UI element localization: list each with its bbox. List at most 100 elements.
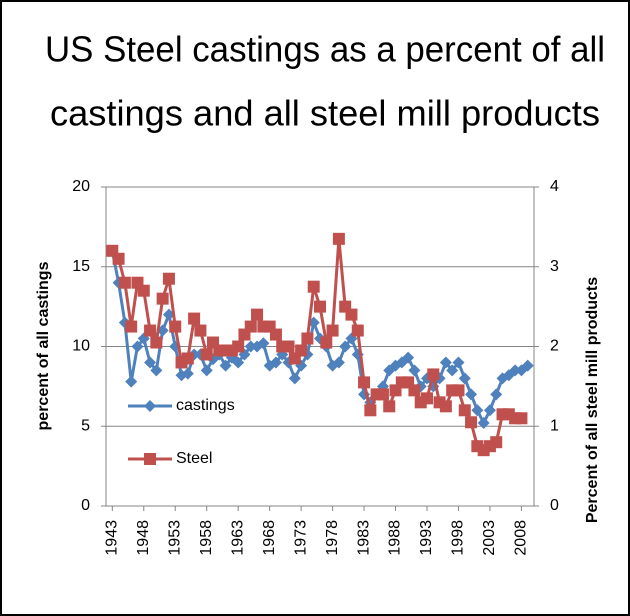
series-marker: [112, 252, 125, 265]
chart-title: US Steel castings as a percent of all: [45, 29, 605, 70]
series-marker: [282, 340, 295, 353]
series-marker: [181, 352, 194, 365]
legend-marker: [144, 400, 156, 412]
y2-tick-label: 2: [550, 338, 559, 355]
y-tick-label: 15: [72, 258, 90, 275]
series-marker: [465, 416, 478, 429]
series-marker: [137, 284, 150, 297]
x-tick-label: 1978: [324, 520, 341, 556]
x-tick-label: 2003: [481, 520, 498, 556]
series-marker: [232, 340, 245, 353]
y-tick-label: 10: [72, 338, 90, 355]
series-marker: [150, 336, 163, 349]
series-marker: [358, 376, 371, 389]
series-marker: [339, 340, 352, 353]
y2-tick-label: 1: [550, 417, 559, 434]
x-tick-label: 1988: [387, 520, 404, 556]
series-marker: [458, 372, 471, 385]
series-marker: [314, 300, 326, 313]
series-marker: [458, 404, 471, 417]
series-marker: [156, 292, 169, 305]
series-marker: [427, 368, 440, 381]
x-tick-label: 1983: [355, 520, 372, 556]
y2-axis-label: Percent of all steel mill products: [584, 277, 601, 523]
legend-label: castings: [176, 397, 235, 414]
series-marker: [301, 332, 314, 345]
series-marker: [408, 364, 421, 377]
series-marker: [351, 324, 364, 337]
series-marker: [219, 359, 232, 372]
series-marker: [118, 276, 131, 289]
series-marker: [181, 367, 194, 380]
y-tick-label: 5: [81, 417, 90, 434]
series-marker: [188, 312, 201, 325]
series-marker: [345, 308, 358, 321]
series-marker: [200, 348, 213, 361]
series-marker: [125, 375, 138, 388]
series-marker: [150, 364, 163, 377]
y-tick-label: 0: [81, 497, 90, 514]
series-marker: [251, 308, 264, 321]
series-marker: [131, 340, 144, 353]
series-marker: [162, 272, 175, 285]
series-marker: [483, 404, 496, 417]
series-marker: [144, 356, 157, 369]
series-marker: [515, 412, 528, 425]
series-marker: [144, 324, 157, 337]
series-marker: [125, 320, 138, 333]
series-marker: [364, 404, 377, 417]
x-tick-label: 2008: [513, 520, 530, 556]
x-tick-label: 1968: [261, 520, 278, 556]
series-marker: [332, 356, 345, 369]
series-marker: [169, 320, 182, 333]
x-tick-label: 1948: [135, 520, 152, 556]
series-marker: [244, 340, 257, 353]
series-marker: [490, 436, 503, 449]
x-tick-label: 1998: [450, 520, 467, 556]
series-marker: [269, 328, 282, 341]
series-marker: [106, 244, 119, 257]
x-tick-label: 1958: [198, 520, 215, 556]
x-tick-label: 1973: [292, 520, 309, 556]
series-marker: [446, 364, 459, 377]
series-marker: [194, 324, 207, 337]
legend-label: Steel: [176, 450, 212, 467]
series-marker: [502, 408, 515, 421]
series-marker: [269, 356, 282, 369]
series-marker: [402, 351, 415, 364]
series-marker: [408, 384, 421, 397]
series-marker: [477, 417, 490, 430]
x-tick-label: 1943: [104, 520, 121, 556]
series-marker: [509, 364, 522, 377]
x-tick-label: 1993: [418, 520, 435, 556]
x-tick-label: 1963: [229, 520, 246, 556]
series-marker: [490, 388, 503, 401]
series-marker: [452, 384, 465, 397]
series-marker: [465, 388, 478, 401]
series-marker: [307, 280, 320, 293]
series-marker: [288, 372, 301, 385]
y2-tick-label: 4: [550, 178, 559, 195]
series-marker: [439, 400, 452, 413]
legend-marker: [144, 453, 156, 465]
series-marker: [232, 356, 245, 369]
series-marker: [200, 364, 213, 377]
y-axis-label: percent of all castings: [35, 261, 52, 430]
series-marker: [521, 359, 534, 372]
series-marker: [502, 369, 515, 382]
x-tick-label: 1953: [166, 520, 183, 556]
chart-title: castings and all steel mill products: [50, 93, 600, 134]
series-marker: [421, 392, 433, 405]
series-marker: [383, 400, 396, 413]
series-marker: [326, 324, 339, 337]
series-marker: [332, 232, 345, 245]
y2-tick-label: 0: [550, 497, 559, 514]
series-marker: [257, 337, 270, 350]
y-tick-label: 20: [72, 178, 90, 195]
series-marker: [244, 320, 257, 333]
series-marker: [376, 388, 389, 401]
series-marker: [452, 356, 465, 369]
series-marker: [471, 404, 484, 417]
series-marker: [439, 356, 452, 369]
